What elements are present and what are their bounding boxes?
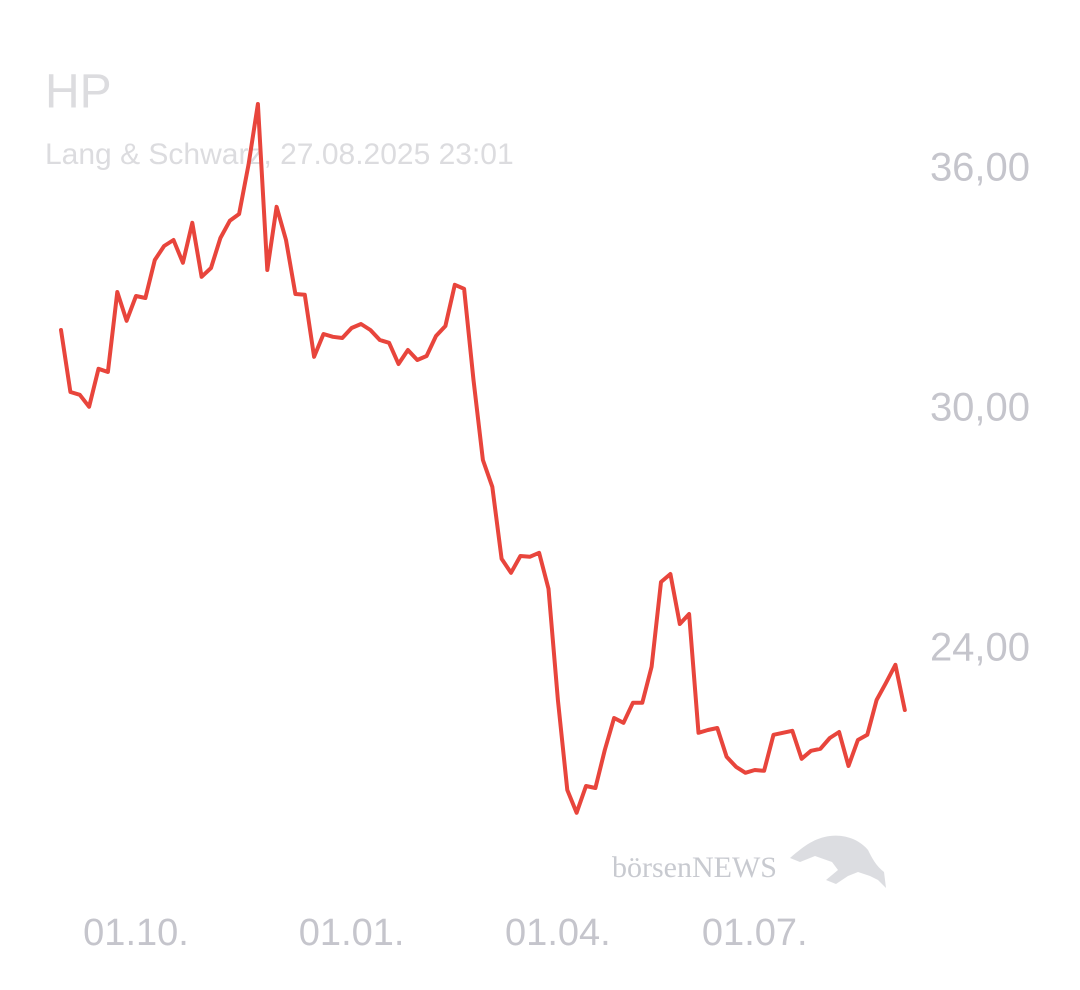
y-tick-label: 30,00 bbox=[930, 386, 1030, 430]
chart-title: HP bbox=[45, 66, 112, 119]
price-line bbox=[59, 102, 907, 815]
y-tick-label: 36,00 bbox=[930, 146, 1030, 190]
x-tick-label: 01.01. bbox=[299, 912, 405, 954]
x-tick-label: 01.07. bbox=[702, 912, 808, 954]
x-tick-label: 01.10. bbox=[83, 912, 189, 954]
x-tick-label: 01.04. bbox=[505, 912, 611, 954]
bull-icon bbox=[790, 835, 886, 888]
chart-subtitle: Lang & Schwarz, 27.08.2025 23:01 bbox=[45, 138, 514, 171]
watermark-logo bbox=[790, 835, 886, 888]
y-tick-label: 24,00 bbox=[930, 626, 1030, 670]
watermark: börsenNEWS bbox=[612, 851, 777, 884]
